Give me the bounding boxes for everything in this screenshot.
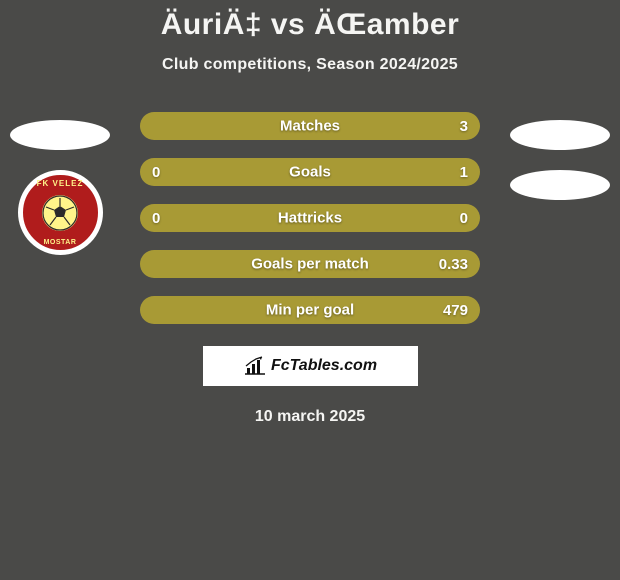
- stat-label: Goals: [289, 164, 331, 181]
- stats-block: Matches 3 0 Goals 1 0 Hattricks 0 Goals per matc…: [0, 112, 620, 324]
- stat-right-value: 3: [450, 118, 468, 135]
- stat-left-value: 0: [152, 210, 170, 227]
- stat-label: Matches: [280, 118, 340, 135]
- brand-text: FcTables.com: [271, 357, 377, 375]
- stat-row: Min per goal 479: [140, 296, 480, 324]
- stat-right-value: 0.33: [439, 256, 468, 273]
- footer-date: 10 march 2025: [0, 408, 620, 426]
- stat-row: Matches 3: [140, 112, 480, 140]
- stat-label: Min per goal: [266, 302, 354, 319]
- stat-right-value: 1: [450, 164, 468, 181]
- stat-right-value: 479: [443, 302, 468, 319]
- brand-box[interactable]: FcTables.com: [203, 346, 418, 386]
- stat-right-value: 0: [450, 210, 468, 227]
- stat-label: Goals per match: [251, 256, 369, 273]
- subtitle: Club competitions, Season 2024/2025: [0, 56, 620, 74]
- stat-row: 0 Hattricks 0: [140, 204, 480, 232]
- bar-chart-icon: [243, 356, 267, 376]
- stat-row: 0 Goals 1: [140, 158, 480, 186]
- stat-label: Hattricks: [278, 210, 342, 227]
- stat-row: Goals per match 0.33: [140, 250, 480, 278]
- stat-left-value: 0: [152, 164, 170, 181]
- page-title: ÄuriÄ‡ vs ÄŒamber: [0, 0, 620, 42]
